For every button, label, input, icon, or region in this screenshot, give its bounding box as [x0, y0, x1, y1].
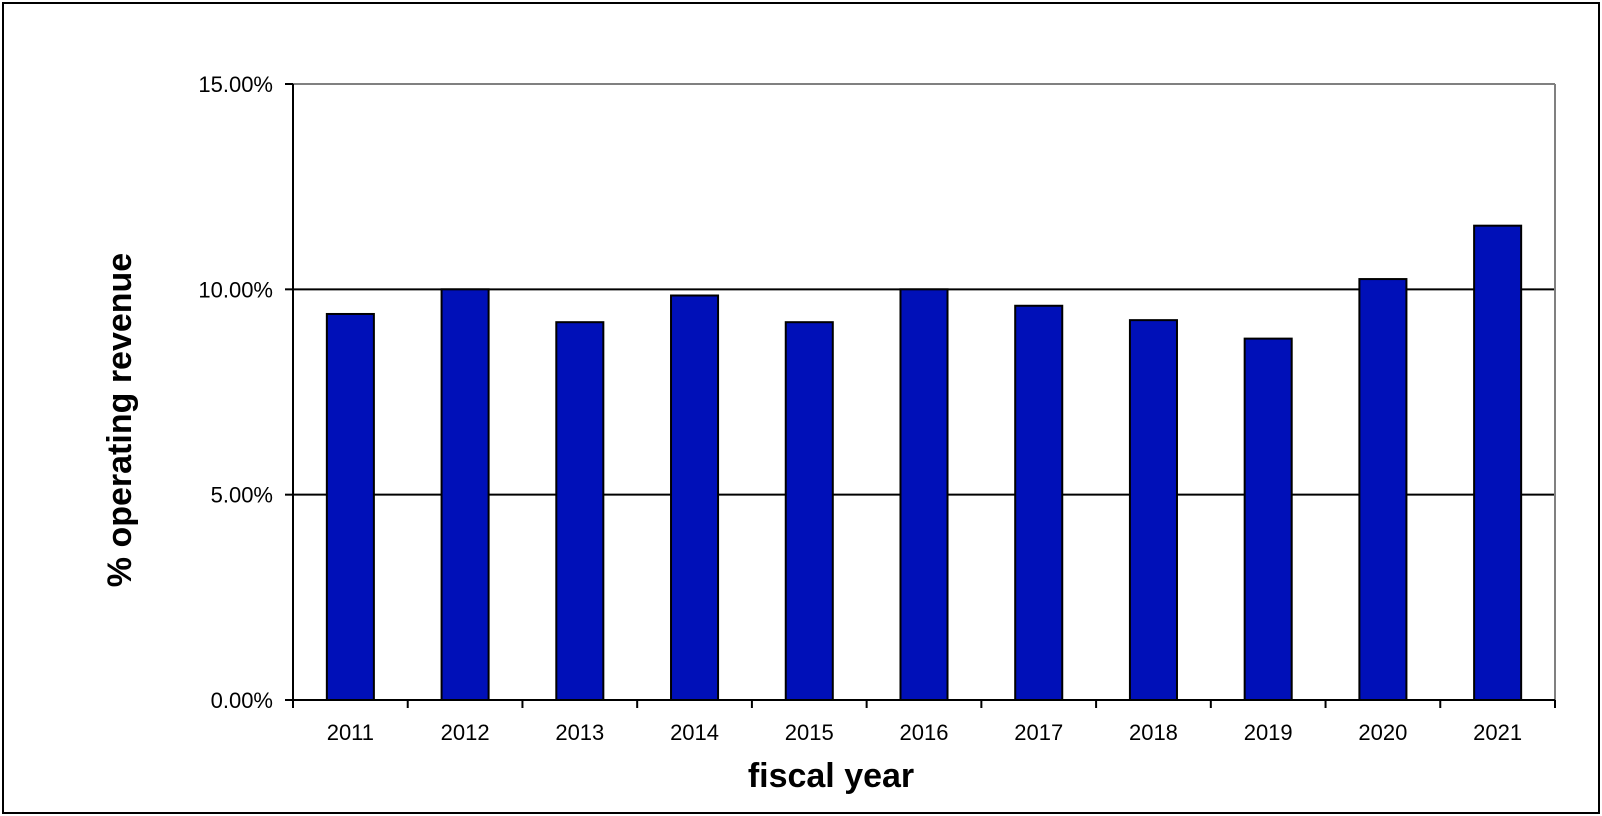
y-tick-label: 10.00%	[198, 277, 273, 302]
bar	[1243, 337, 1293, 701]
bars	[325, 224, 1523, 701]
bar	[784, 321, 834, 701]
bar	[670, 294, 720, 701]
x-tick-label: 2020	[1358, 720, 1407, 745]
x-axis-title: fiscal year	[748, 757, 914, 795]
x-tick-labels: 2011 2012 2013 2014 2015 2016 2017 2018 2019 2020…	[327, 720, 1522, 745]
bar	[1014, 304, 1064, 701]
x-tick-label: 2021	[1473, 720, 1522, 745]
x-tick-label: 2013	[555, 720, 604, 745]
axes	[285, 83, 1556, 708]
x-tick-label: 2017	[1014, 720, 1063, 745]
bar	[1473, 224, 1523, 701]
x-tick-label: 2014	[670, 720, 719, 745]
bar	[440, 288, 490, 701]
y-tick-labels: 0.00% 5.00% 10.00% 15.00%	[198, 72, 273, 713]
x-tick-label: 2012	[441, 720, 490, 745]
x-tick-label: 2016	[900, 720, 949, 745]
y-axis-title: % operating revenue	[101, 253, 139, 587]
y-tick-label: 0.00%	[211, 688, 273, 713]
x-tick-label: 2011	[327, 720, 374, 745]
bar	[1128, 319, 1178, 701]
y-tick-label: 5.00%	[211, 483, 273, 508]
bar	[325, 312, 375, 701]
bar	[555, 321, 605, 701]
bar	[899, 288, 949, 701]
bar	[1358, 278, 1408, 701]
y-tick-label: 15.00%	[198, 72, 273, 97]
x-tick-label: 2018	[1129, 720, 1178, 745]
x-tick-label: 2019	[1244, 720, 1293, 745]
x-tick-label: 2015	[785, 720, 834, 745]
